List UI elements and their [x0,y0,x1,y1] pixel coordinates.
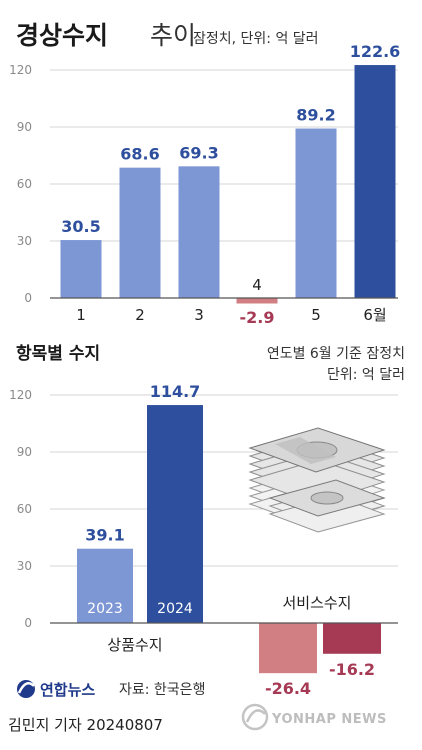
chart2-bar [147,405,203,623]
chart1-value-label: 122.6 [350,42,401,61]
chart2-y-tick: 0 [24,616,32,630]
chart2-header: 항목별 수지 연도별 6월 기준 잠정치 단위: 억 달러 [16,343,405,383]
chart1-subtitle: 잠정치, 단위: 억 달러 [193,31,319,47]
chart1-gridlines [50,69,398,242]
chart2-bar [259,623,317,674]
chart2-bars [77,405,381,674]
chart1-bar [178,166,220,298]
chart2-note-line1: 연도별 6월 기준 잠정치 [267,346,405,362]
chart1-category-label: 1 [76,306,86,324]
chart2-bar [323,623,381,654]
chart1-value-label: 68.6 [120,145,159,164]
chart2-y-tick: 60 [17,502,32,516]
chart2-value-label: 39.1 [85,526,124,545]
chart2-y-tick: 30 [17,559,32,573]
chart1-category-label: 3 [194,306,204,324]
chart2-year-labels: 2023 2024 [87,601,193,617]
chart1-category-label: 6월 [363,306,386,324]
yonhap-watermark-icon [241,703,269,731]
chart1-category-label: 4 [252,276,262,294]
chart1-category-label: 5 [311,306,321,324]
chart1-value-labels: 30.5 68.6 69.3 -2.9 89.2 122.6 [61,42,400,327]
chart1-y-tick: 90 [17,120,32,134]
byline: 김민지 기자 20240807 [8,716,163,734]
chart1-header: 경상수지 추이 잠정치, 단위: 억 달러 [16,21,319,50]
chart1-bar [354,65,396,298]
chart2-note-line2: 단위: 억 달러 [327,367,405,383]
chart1-bar [119,167,161,298]
chart2-value-label: -26.4 [265,679,311,698]
chart2-title: 항목별 수지 [16,343,100,364]
chart1-bar [295,128,337,298]
chart1-y-tick: 60 [17,177,32,191]
yonhap-logo-icon [17,680,35,698]
chart1-title-suffix: 추이 [150,21,196,50]
chart1-y-tick: 30 [17,234,32,248]
group-label-services: 서비스수지 [282,594,351,612]
chart2-year-label: 2024 [157,601,193,617]
chart2-y-tick: 90 [17,445,32,459]
chart2-bar [77,548,133,623]
chart2-year-label: 2023 [87,601,123,617]
money-stack-icon [248,427,386,533]
chart1-bar [60,240,102,298]
chart1-title: 경상수지 [16,21,108,50]
yonhap-watermark: YONHAP NEWS [241,703,387,731]
group-label-goods: 상품수지 [107,636,162,654]
chart1-x-axis: 1 2 3 4 5 6월 [76,276,386,324]
chart2-value-label: 114.7 [150,382,201,401]
chart2-y-tick: 120 [9,388,32,402]
chart1-category-label: 2 [135,306,145,324]
chart2-y-axis: 0 30 60 90 120 [9,388,32,630]
yonhap-logo: 연합뉴스 [17,680,95,699]
source-text: 자료: 한국은행 [119,682,205,698]
chart1-value-label: -2.9 [240,308,275,327]
chart1-bar [236,298,278,304]
watermark-text: YONHAP NEWS [271,712,387,727]
chart1-y-tick: 120 [9,63,32,77]
chart1-value-label: 69.3 [179,143,218,162]
chart1-y-tick: 0 [24,291,32,305]
chart1-value-label: 30.5 [61,217,100,236]
chart2-value-labels: 39.1 114.7 -26.4 -16.2 [85,382,375,698]
chart1-y-axis: 0 30 60 90 120 [9,63,32,305]
chart2-value-label: -16.2 [329,660,375,679]
chart1-value-label: 89.2 [296,106,335,125]
logo-text: 연합뉴스 [40,681,95,699]
chart1-bars [60,65,396,304]
